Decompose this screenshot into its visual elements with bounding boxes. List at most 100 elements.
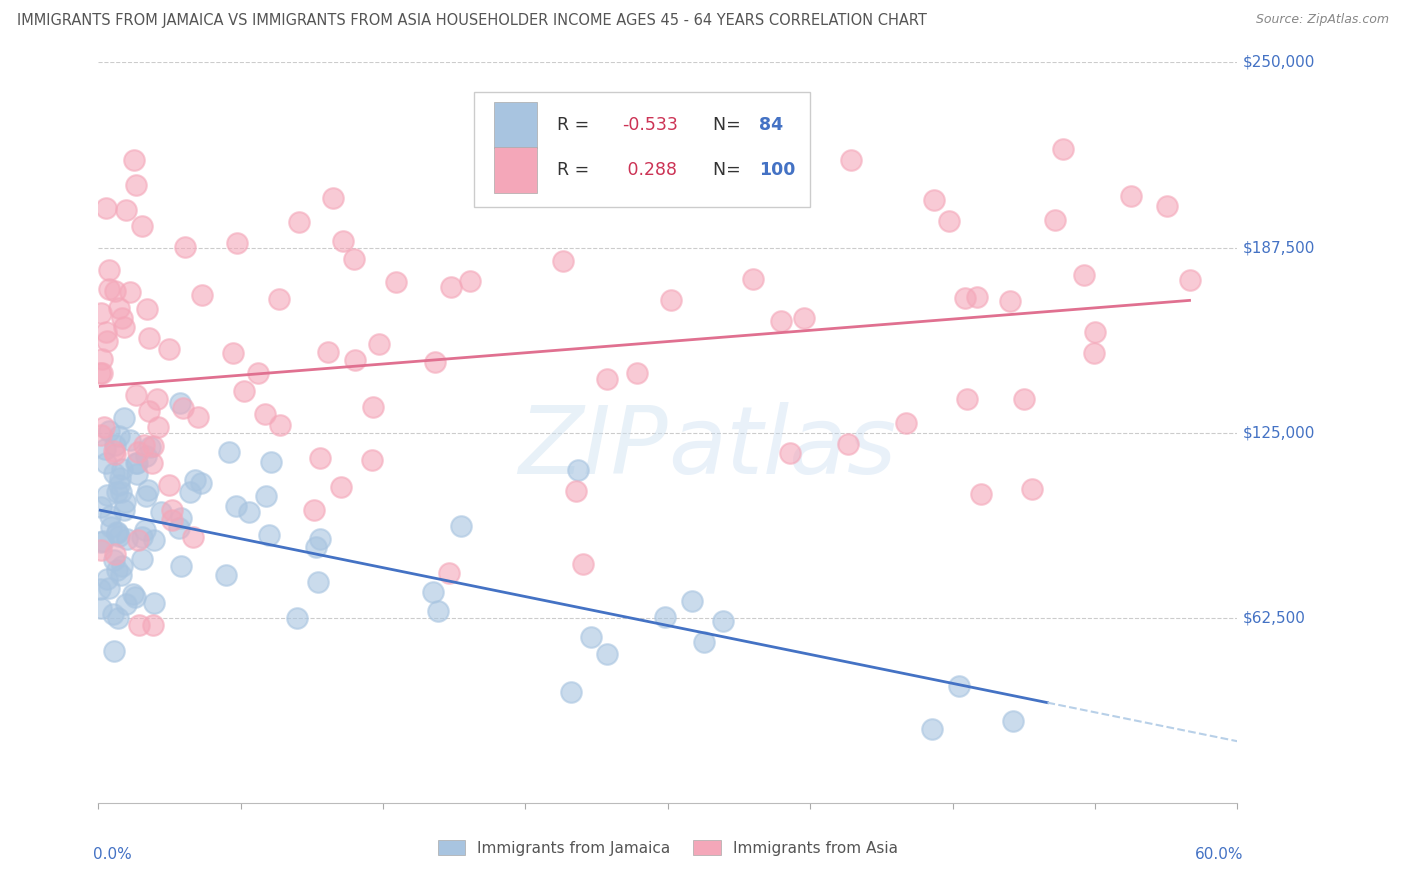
Point bbox=[360, 452, 382, 467]
Point bbox=[344, 352, 367, 367]
Point bbox=[142, 439, 165, 453]
Point bbox=[260, 455, 283, 469]
Point bbox=[103, 444, 125, 458]
FancyBboxPatch shape bbox=[494, 147, 537, 193]
Point bbox=[97, 282, 120, 296]
Point bbox=[159, 478, 181, 492]
Point bbox=[1001, 714, 1024, 729]
Text: R =: R = bbox=[557, 161, 595, 178]
Point bbox=[343, 252, 366, 267]
Point bbox=[190, 476, 212, 491]
Point bbox=[169, 396, 191, 410]
Point bbox=[308, 532, 330, 546]
Point bbox=[254, 489, 277, 503]
Text: 0.288: 0.288 bbox=[623, 161, 678, 178]
Point bbox=[108, 528, 131, 542]
Point bbox=[225, 235, 247, 250]
Text: N=: N= bbox=[713, 161, 747, 178]
Point bbox=[385, 275, 408, 289]
Point bbox=[160, 503, 183, 517]
Point bbox=[956, 392, 979, 406]
Text: R =: R = bbox=[557, 116, 595, 135]
Point bbox=[89, 582, 111, 596]
Point bbox=[107, 610, 129, 624]
Point bbox=[426, 605, 449, 619]
Point bbox=[125, 467, 148, 482]
Point bbox=[308, 451, 330, 466]
Point bbox=[305, 541, 328, 555]
Point bbox=[169, 511, 191, 525]
Point bbox=[135, 301, 157, 316]
Point bbox=[90, 351, 112, 366]
Point bbox=[579, 630, 602, 644]
Point bbox=[94, 442, 117, 457]
Point bbox=[98, 508, 121, 523]
Point bbox=[770, 313, 793, 327]
Point bbox=[222, 346, 245, 360]
Point bbox=[98, 581, 121, 595]
Point bbox=[110, 568, 132, 582]
Point bbox=[1052, 142, 1074, 156]
Point bbox=[108, 301, 131, 316]
Point bbox=[179, 485, 201, 500]
Point bbox=[1073, 268, 1095, 283]
Point bbox=[103, 607, 125, 621]
Point bbox=[91, 366, 114, 380]
Point bbox=[138, 330, 160, 344]
Point bbox=[215, 568, 238, 582]
Point bbox=[921, 722, 943, 736]
Point bbox=[114, 495, 136, 509]
FancyBboxPatch shape bbox=[494, 103, 537, 148]
Point bbox=[96, 201, 118, 215]
Point bbox=[1045, 212, 1067, 227]
Point bbox=[1119, 188, 1142, 202]
Point bbox=[96, 488, 118, 502]
Text: 60.0%: 60.0% bbox=[1195, 847, 1243, 863]
Point bbox=[654, 609, 676, 624]
Point bbox=[693, 635, 716, 649]
Point bbox=[125, 456, 148, 470]
Point bbox=[118, 433, 141, 447]
Point bbox=[115, 203, 138, 218]
Point bbox=[969, 487, 991, 501]
Point bbox=[146, 392, 169, 406]
Point bbox=[368, 337, 391, 351]
Point bbox=[450, 519, 472, 533]
Point bbox=[131, 551, 153, 566]
Point bbox=[141, 456, 163, 470]
Point bbox=[253, 408, 276, 422]
Point bbox=[1156, 199, 1178, 213]
Point bbox=[124, 153, 146, 167]
Point bbox=[322, 191, 344, 205]
Point bbox=[218, 445, 240, 459]
Text: Source: ZipAtlas.com: Source: ZipAtlas.com bbox=[1256, 13, 1389, 27]
Point bbox=[132, 438, 155, 452]
Point bbox=[148, 419, 170, 434]
Text: $187,500: $187,500 bbox=[1243, 240, 1316, 255]
Point bbox=[108, 429, 131, 443]
Point bbox=[661, 293, 683, 308]
Point bbox=[112, 411, 135, 425]
Point bbox=[302, 503, 325, 517]
Point bbox=[160, 513, 183, 527]
Point bbox=[135, 489, 157, 503]
Point bbox=[107, 525, 129, 540]
Point bbox=[143, 533, 166, 547]
Point bbox=[104, 284, 127, 298]
Point bbox=[839, 153, 862, 168]
Text: $250,000: $250,000 bbox=[1243, 55, 1316, 70]
Point bbox=[307, 574, 329, 589]
Point bbox=[96, 572, 118, 586]
Point bbox=[103, 644, 125, 658]
Point bbox=[170, 559, 193, 574]
Point bbox=[837, 437, 859, 451]
Point bbox=[149, 505, 172, 519]
Point bbox=[1178, 273, 1201, 287]
Point bbox=[124, 590, 146, 604]
Point bbox=[104, 447, 127, 461]
FancyBboxPatch shape bbox=[474, 92, 810, 207]
Point bbox=[257, 528, 280, 542]
Point bbox=[96, 456, 118, 470]
Point bbox=[938, 214, 960, 228]
Point bbox=[127, 533, 149, 547]
